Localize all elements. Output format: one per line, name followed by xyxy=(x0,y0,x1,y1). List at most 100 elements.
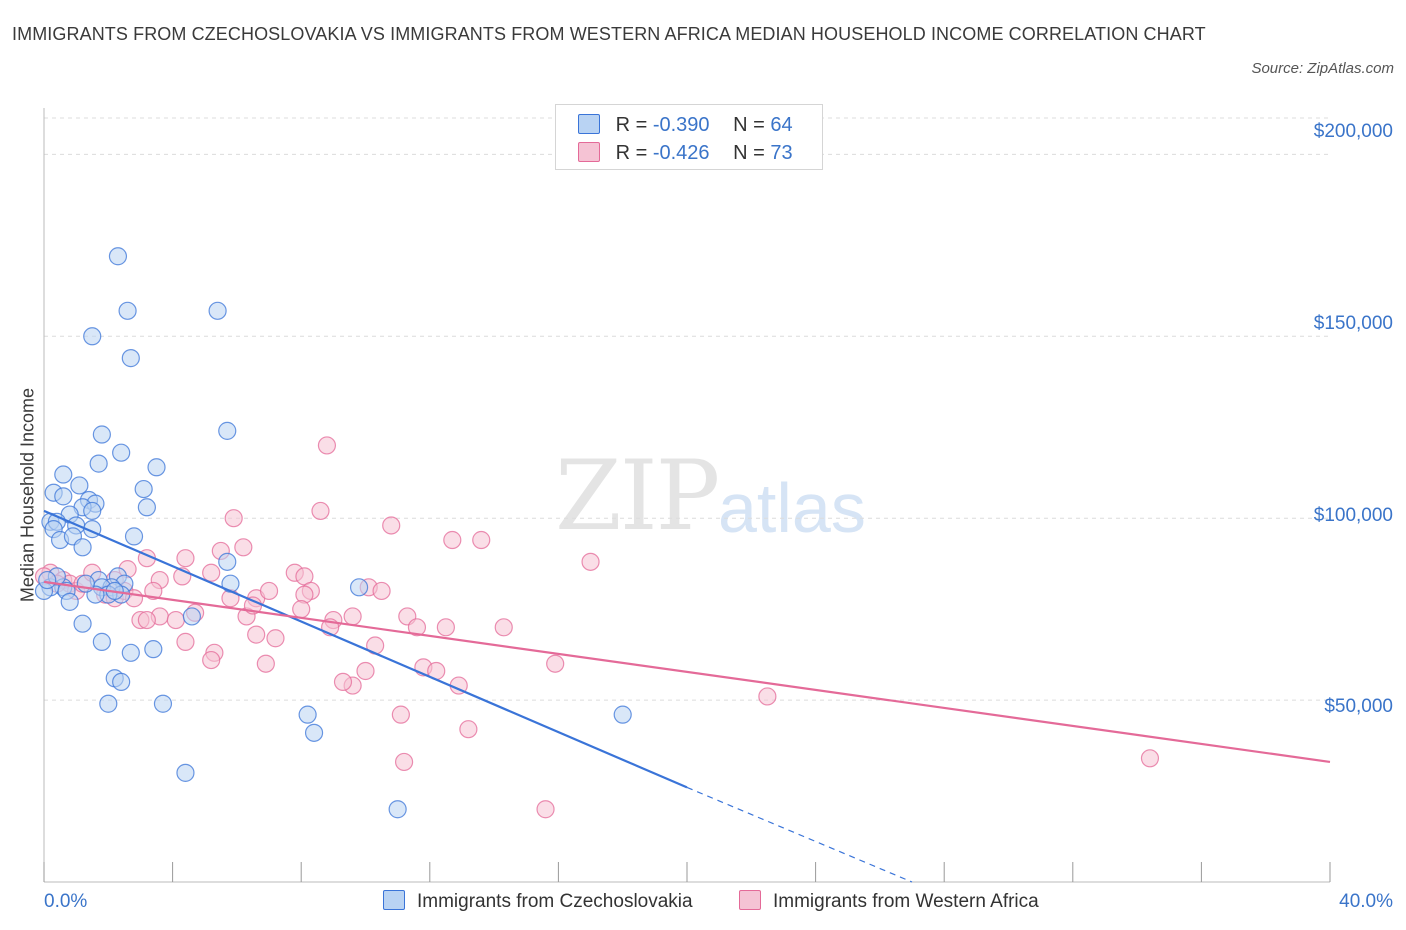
czechoslovakia-point xyxy=(73,614,92,633)
n-label: N = xyxy=(733,114,771,136)
czechoslovakia-point xyxy=(92,425,111,444)
y-tick-label: $50,000 xyxy=(1324,696,1393,717)
czechoslovakia-point xyxy=(144,640,163,659)
x-tick-label-max: 40.0% xyxy=(1339,891,1393,912)
western-africa-point xyxy=(224,509,243,528)
r-value: -0.426 xyxy=(652,142,710,164)
czechoslovakia-point xyxy=(137,498,156,517)
czechoslovakia-point xyxy=(147,458,166,477)
western-africa-point xyxy=(372,581,391,601)
r-value: -0.390 xyxy=(652,114,710,136)
czechoslovakia-point xyxy=(349,578,369,597)
y-tick-label: $150,000 xyxy=(1313,313,1393,334)
czechoslovakia-point xyxy=(298,705,317,724)
czechoslovakia-point xyxy=(208,301,227,320)
western-africa-point xyxy=(343,607,362,626)
legend-item-western-africa[interactable]: Immigrants from Western Africa xyxy=(739,890,1039,913)
western-africa-point xyxy=(443,530,462,550)
czechoslovakia-point xyxy=(118,301,137,320)
western-africa-point xyxy=(1140,749,1160,768)
blue-swatch-icon xyxy=(578,114,600,134)
czechoslovakia-point xyxy=(121,349,140,368)
western-africa-point xyxy=(292,600,311,619)
czechoslovakia-point xyxy=(60,592,79,611)
n-label: N = xyxy=(733,142,771,164)
western-africa-point xyxy=(407,618,427,637)
czechoslovakia-point xyxy=(108,247,128,266)
pink-swatch-icon xyxy=(739,890,761,910)
czechoslovakia-point xyxy=(99,694,118,713)
western-africa-point xyxy=(266,629,285,648)
western-africa-point xyxy=(546,654,565,673)
western-africa-point xyxy=(436,618,455,637)
czechoslovakia-point xyxy=(182,607,201,626)
western-africa-point xyxy=(382,516,401,535)
czechoslovakia-point xyxy=(218,421,237,440)
western-africa-point xyxy=(536,800,555,819)
czechoslovakia-point xyxy=(83,327,102,346)
legend-item-czechoslovakia[interactable]: Immigrants from Czechoslovakia xyxy=(383,890,693,913)
czechoslovakia-point xyxy=(218,552,237,571)
western-africa-point xyxy=(202,650,221,670)
western-africa-point xyxy=(311,501,330,521)
source-label: Source: ZipAtlas.com xyxy=(1251,60,1394,77)
western-africa-point xyxy=(356,661,375,681)
western-africa-point xyxy=(176,549,195,568)
western-africa-point xyxy=(494,618,513,637)
czechoslovakia-point xyxy=(112,672,131,692)
western-africa-point xyxy=(394,752,414,772)
czechoslovakia-trend-extension xyxy=(686,786,913,883)
czechoslovakia-point xyxy=(92,632,111,651)
czechoslovakia-point xyxy=(134,479,153,499)
watermark-zip: ZIP xyxy=(555,440,720,552)
western-africa-point xyxy=(234,538,253,557)
czechoslovakia-point xyxy=(83,501,102,521)
western-africa-point xyxy=(391,705,410,724)
czechoslovakia-point xyxy=(176,763,195,782)
czechoslovakia-point xyxy=(121,643,140,662)
r-label: R = xyxy=(615,142,653,164)
western-africa-point xyxy=(333,672,353,692)
western-africa-point xyxy=(202,563,221,582)
western-africa-point xyxy=(472,530,491,550)
legend-label: Immigrants from Czechoslovakia xyxy=(417,891,693,912)
western-africa-point xyxy=(247,625,266,644)
western-africa-point xyxy=(317,436,337,455)
czechoslovakia-point xyxy=(73,538,92,557)
watermark-atlas: atlas xyxy=(718,469,866,547)
western-africa-point xyxy=(259,581,279,601)
czechoslovakia-point xyxy=(304,723,324,742)
blue-swatch-icon xyxy=(383,890,405,910)
stats-legend: R = -0.390 N = 64 R = -0.426 N = 73 xyxy=(555,104,823,170)
legend-row-czechoslovakia: R = -0.390 N = 64 xyxy=(578,113,793,137)
western-africa-point xyxy=(256,654,275,673)
czechoslovakia-point xyxy=(70,476,89,495)
r-label: R = xyxy=(615,114,653,136)
legend-row-western-africa: R = -0.426 N = 73 xyxy=(578,141,793,165)
y-axis-label: Median Household Income xyxy=(17,387,38,603)
czechoslovakia-point xyxy=(153,694,173,713)
x-tick-label-min: 0.0% xyxy=(44,891,88,912)
n-value: 73 xyxy=(770,142,793,164)
n-value: 64 xyxy=(770,114,793,136)
czechoslovakia-point xyxy=(112,443,131,462)
western-africa-point xyxy=(166,610,185,630)
western-africa-trend-line xyxy=(43,580,1331,764)
czechoslovakia-point xyxy=(124,527,144,546)
series-legend: Immigrants from Czechoslovakia Immigrant… xyxy=(0,890,1406,916)
legend-label: Immigrants from Western Africa xyxy=(773,891,1039,912)
czechoslovakia-point xyxy=(388,800,407,819)
czechoslovakia-point xyxy=(89,454,108,473)
y-tick-label: $100,000 xyxy=(1313,505,1393,526)
czechoslovakia-point xyxy=(613,705,632,724)
western-africa-point xyxy=(144,581,163,601)
western-africa-point xyxy=(581,552,600,571)
western-africa-point xyxy=(176,632,195,651)
pink-swatch-icon xyxy=(578,142,600,162)
western-africa-point xyxy=(137,610,156,630)
czechoslovakia-point xyxy=(54,487,73,506)
chart-title: IMMIGRANTS FROM CZECHOSLOVAKIA VS IMMIGR… xyxy=(12,24,1206,44)
western-africa-point xyxy=(758,687,777,706)
y-tick-label: $200,000 xyxy=(1313,121,1393,142)
